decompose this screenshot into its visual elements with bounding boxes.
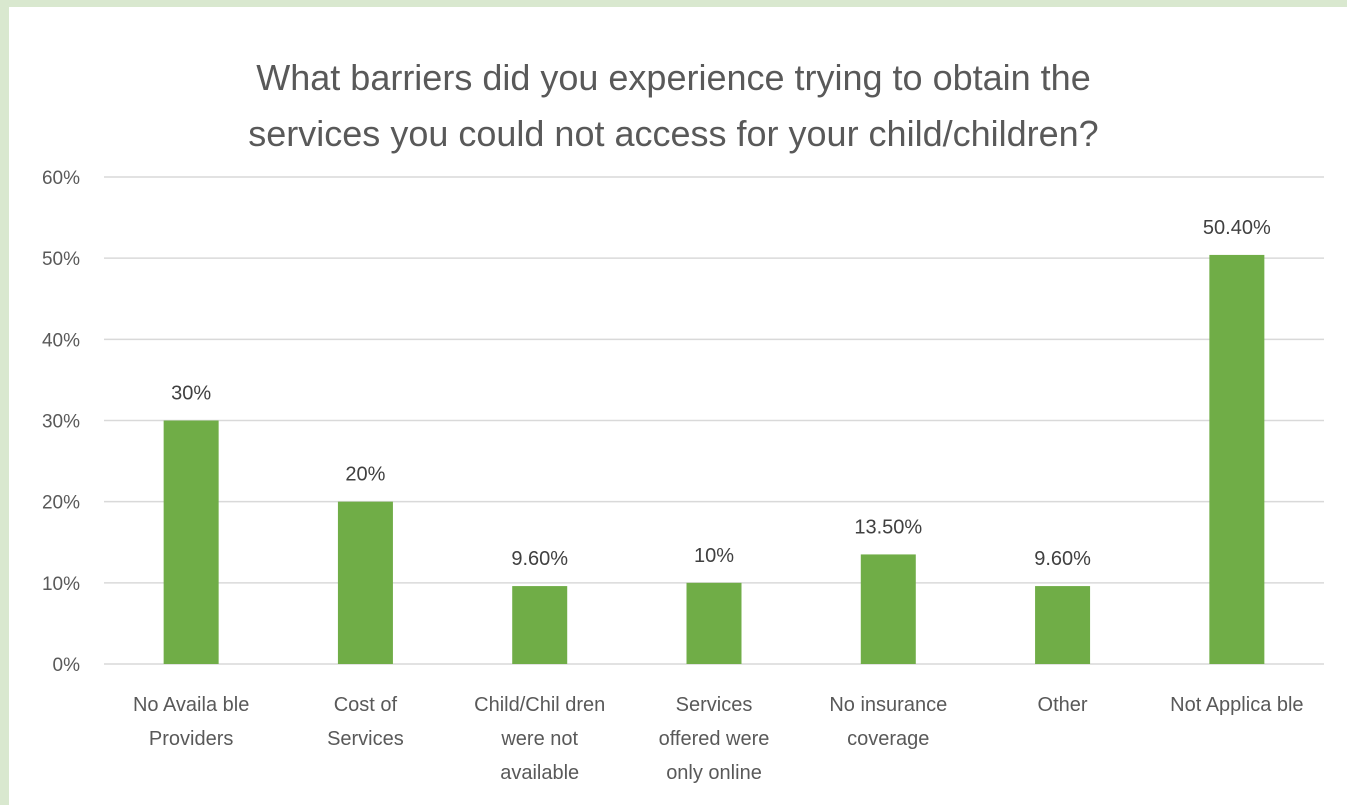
y-tick-label: 60% — [42, 168, 80, 189]
chart-title: What barriers did you experience trying … — [0, 50, 1347, 162]
chart-title-line-1: What barriers did you experience trying … — [256, 57, 1091, 98]
x-category-label: offered were — [659, 728, 770, 750]
bar — [1035, 586, 1091, 664]
data-label: 10% — [694, 545, 734, 567]
x-category-label: Other — [1038, 694, 1088, 716]
x-category-label: Not Applica ble — [1170, 694, 1303, 716]
data-label: 50.40% — [1203, 217, 1271, 239]
y-tick-label: 0% — [53, 655, 81, 676]
y-tick-label: 40% — [42, 330, 80, 351]
y-tick-label: 30% — [42, 412, 80, 433]
data-label: 13.50% — [854, 516, 922, 538]
x-category-label: available — [500, 762, 579, 784]
x-category-label: No Availa ble — [133, 694, 249, 716]
x-category-label: coverage — [847, 728, 929, 750]
chart-frame — [9, 7, 1347, 805]
data-label: 9.60% — [511, 548, 568, 570]
x-category-label: Child/Chil dren — [474, 694, 605, 716]
x-category-label: No insurance — [829, 694, 947, 716]
data-label: 9.60% — [1034, 548, 1091, 570]
y-tick-label: 10% — [42, 574, 80, 595]
y-tick-label: 20% — [42, 493, 80, 514]
x-category-label: were not — [500, 728, 578, 750]
bar — [1209, 254, 1265, 665]
x-category-label: Providers — [149, 728, 233, 750]
data-label: 30% — [171, 383, 211, 405]
bar — [512, 586, 568, 664]
bar — [686, 582, 742, 664]
x-category-label: Services — [676, 694, 753, 716]
x-category-label: Services — [327, 728, 404, 750]
y-tick-label: 50% — [42, 249, 80, 270]
x-category-label: Cost of — [334, 694, 398, 716]
chart-title-line-2: services you could not access for your c… — [248, 113, 1099, 154]
bar — [163, 420, 219, 664]
bar — [860, 554, 916, 664]
data-label: 20% — [345, 464, 385, 486]
x-category-label: only online — [666, 762, 762, 784]
bar — [337, 501, 393, 664]
